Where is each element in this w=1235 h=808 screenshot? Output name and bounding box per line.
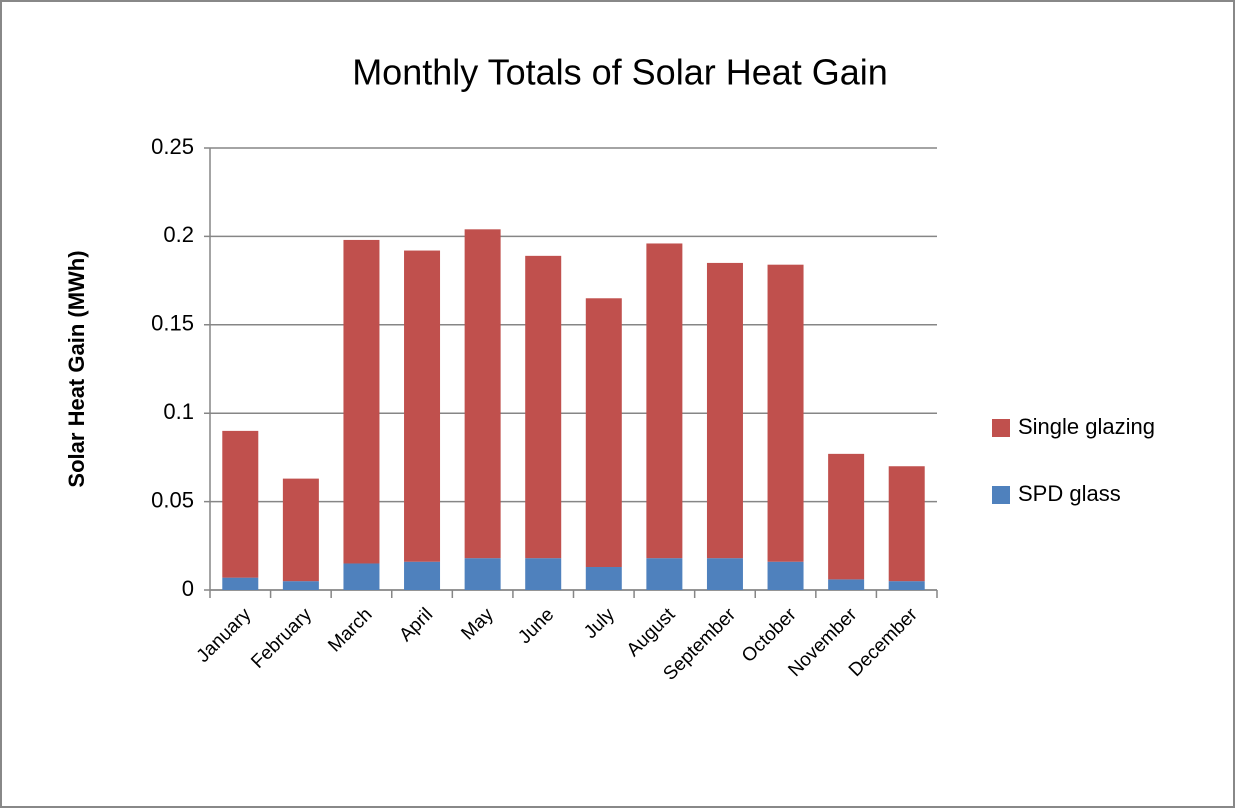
bar [706, 558, 743, 590]
bar [706, 262, 743, 559]
bar [404, 561, 441, 590]
bar [888, 581, 925, 590]
bar [282, 478, 319, 582]
bar [646, 243, 683, 559]
bar [828, 579, 865, 590]
bar [646, 558, 683, 590]
bar [585, 298, 622, 568]
legend-label: SPD glass [1018, 481, 1121, 506]
legend-label: Single glazing [1018, 414, 1155, 439]
y-tick-label: 0 [182, 576, 194, 601]
legend-swatch [992, 486, 1010, 504]
bar [525, 558, 562, 590]
chart-title: Monthly Totals of Solar Heat Gain [352, 52, 888, 93]
bar [343, 563, 380, 590]
bar [585, 567, 622, 590]
bar [828, 453, 865, 580]
y-axis-label: Solar Heat Gain (MWh) [64, 250, 89, 487]
bar [464, 229, 501, 559]
y-tick-label: 0.25 [151, 134, 194, 159]
bar [404, 250, 441, 562]
bar [888, 466, 925, 582]
y-tick-label: 0.2 [163, 222, 194, 247]
bar [525, 255, 562, 559]
y-tick-label: 0.05 [151, 487, 194, 512]
bar [464, 558, 501, 590]
bar [767, 264, 804, 562]
legend-swatch [992, 419, 1010, 437]
bar [343, 239, 380, 564]
bar [767, 561, 804, 590]
bar [222, 430, 259, 578]
y-tick-label: 0.15 [151, 311, 194, 336]
y-tick-label: 0.1 [163, 399, 194, 424]
bar [282, 581, 319, 590]
bar [222, 577, 259, 590]
